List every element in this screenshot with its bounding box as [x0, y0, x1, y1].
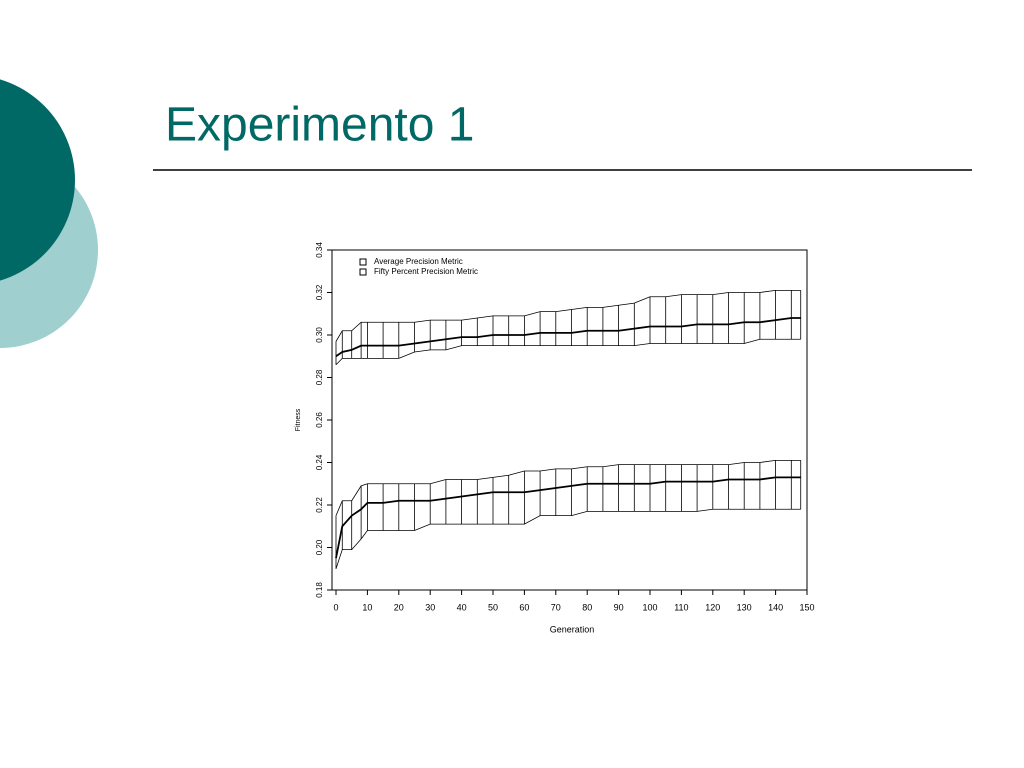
- y-tick-label: 0.32: [315, 284, 324, 300]
- x-tick-label: 70: [551, 602, 561, 612]
- legend-label: Average Precision Metric: [374, 257, 463, 266]
- x-tick-label: 0: [333, 602, 338, 612]
- x-tick-label: 20: [394, 602, 404, 612]
- x-tick-label: 90: [614, 602, 624, 612]
- slide-title: Experimento 1: [165, 99, 475, 152]
- band-edge: [335, 289, 801, 342]
- band-edge: [335, 508, 801, 569]
- x-tick-label: 60: [519, 602, 529, 612]
- x-tick-label: 120: [705, 602, 720, 612]
- mean-line: [335, 317, 801, 357]
- legend-label: Fifty Percent Precision Metric: [374, 267, 478, 276]
- decor-circle-dark: [0, 79, 75, 281]
- y-axis-label: Fitness: [295, 408, 302, 431]
- band-edge: [335, 338, 801, 366]
- legend-swatch: [359, 258, 367, 266]
- x-tick-label: 40: [457, 602, 467, 612]
- y-tick-label: 0.30: [315, 327, 324, 343]
- x-tick-label: 10: [362, 602, 372, 612]
- y-tick-label: 0.26: [315, 412, 324, 428]
- x-tick-label: 50: [488, 602, 498, 612]
- y-tick-label: 0.18: [315, 582, 324, 598]
- x-tick-label: 150: [799, 602, 814, 612]
- plot-frame: [331, 249, 808, 591]
- x-tick-label: 100: [642, 602, 657, 612]
- y-tick-label: 0.34: [315, 242, 324, 258]
- x-tick-label: 110: [674, 602, 688, 612]
- y-tick-label: 0.20: [315, 539, 324, 555]
- y-tick-label: 0.22: [315, 497, 324, 513]
- band-edge: [335, 459, 801, 516]
- x-tick-label: 80: [582, 602, 592, 612]
- legend-swatch: [359, 268, 367, 276]
- x-tick-label: 30: [425, 602, 435, 612]
- x-axis-label: Generation: [550, 624, 595, 634]
- x-tick-label: 130: [737, 602, 752, 612]
- x-tick-label: 140: [768, 602, 783, 612]
- y-tick-label: 0.24: [315, 454, 324, 470]
- y-tick-label: 0.28: [315, 369, 324, 385]
- mean-line: [335, 476, 801, 559]
